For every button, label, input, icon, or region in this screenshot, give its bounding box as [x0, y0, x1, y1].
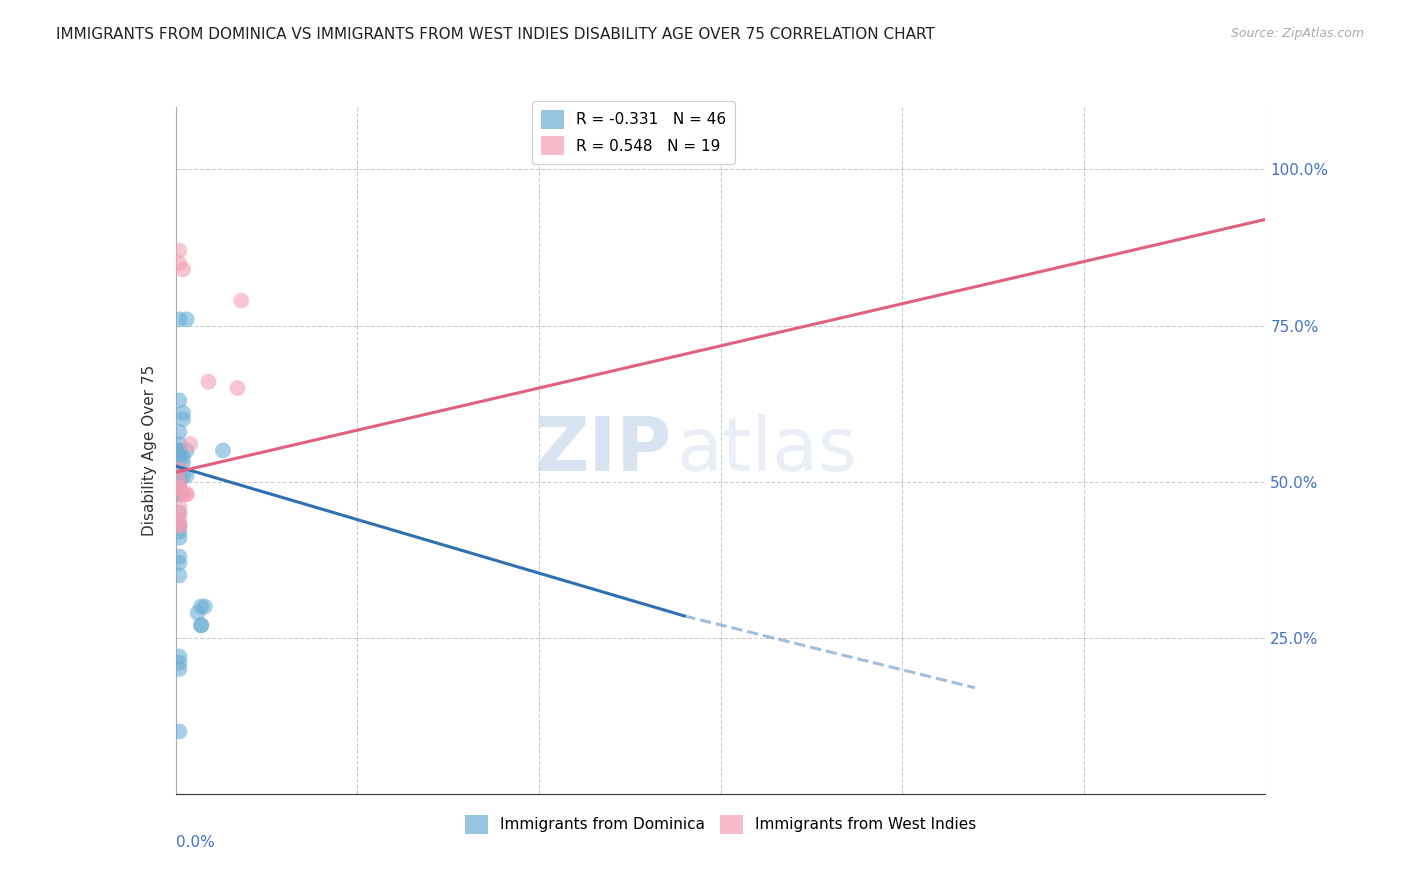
Point	[169, 244, 191, 258]
Point	[169, 524, 191, 539]
Point	[197, 375, 219, 389]
Point	[169, 518, 191, 533]
Point	[172, 468, 194, 483]
Point	[169, 518, 191, 533]
Point	[169, 512, 191, 526]
Point	[169, 481, 191, 495]
Point	[179, 437, 201, 451]
Point	[169, 481, 191, 495]
Point	[169, 531, 191, 545]
Point	[169, 393, 191, 408]
Point	[169, 568, 191, 582]
Point	[190, 618, 212, 632]
Point	[190, 599, 212, 614]
Point	[169, 425, 191, 439]
Point	[169, 487, 191, 501]
Point	[212, 443, 235, 458]
Point	[190, 618, 212, 632]
Point	[169, 437, 191, 451]
Point	[169, 649, 191, 664]
Text: 0.0%: 0.0%	[176, 835, 215, 850]
Point	[172, 456, 194, 470]
Text: IMMIGRANTS FROM DOMINICA VS IMMIGRANTS FROM WEST INDIES DISABILITY AGE OVER 75 C: IMMIGRANTS FROM DOMINICA VS IMMIGRANTS F…	[56, 27, 935, 42]
Point	[169, 475, 191, 489]
Point	[169, 475, 191, 489]
Point	[169, 475, 191, 489]
Point	[172, 450, 194, 464]
Point	[169, 475, 191, 489]
Point	[169, 724, 191, 739]
Point	[176, 443, 198, 458]
Point	[169, 256, 191, 270]
Point	[176, 487, 198, 501]
Point	[169, 518, 191, 533]
Point	[226, 381, 249, 395]
Point	[172, 262, 194, 277]
Point	[169, 312, 191, 326]
Point	[169, 500, 191, 514]
Y-axis label: Disability Age Over 75: Disability Age Over 75	[142, 365, 157, 536]
Point	[169, 443, 191, 458]
Point	[172, 487, 194, 501]
Point	[169, 556, 191, 570]
Point	[169, 518, 191, 533]
Text: ZIP: ZIP	[534, 414, 672, 487]
Point	[169, 506, 191, 520]
Text: Source: ZipAtlas.com: Source: ZipAtlas.com	[1230, 27, 1364, 40]
Point	[169, 481, 191, 495]
Point	[169, 462, 191, 476]
Point	[169, 487, 191, 501]
Point	[176, 468, 198, 483]
Point	[169, 443, 191, 458]
Point	[176, 487, 198, 501]
Point	[169, 506, 191, 520]
Point	[169, 662, 191, 676]
Legend: Immigrants from Dominica, Immigrants from West Indies: Immigrants from Dominica, Immigrants fro…	[457, 807, 984, 841]
Point	[169, 549, 191, 564]
Point	[169, 475, 191, 489]
Point	[169, 481, 191, 495]
Point	[169, 487, 191, 501]
Point	[231, 293, 253, 308]
Point	[169, 462, 191, 476]
Point	[176, 312, 198, 326]
Point	[172, 406, 194, 420]
Point	[172, 412, 194, 426]
Point	[186, 606, 209, 620]
Point	[169, 462, 191, 476]
Text: atlas: atlas	[678, 414, 858, 487]
Point	[169, 475, 191, 489]
Point	[169, 656, 191, 670]
Point	[194, 599, 217, 614]
Point	[169, 450, 191, 464]
Point	[169, 468, 191, 483]
